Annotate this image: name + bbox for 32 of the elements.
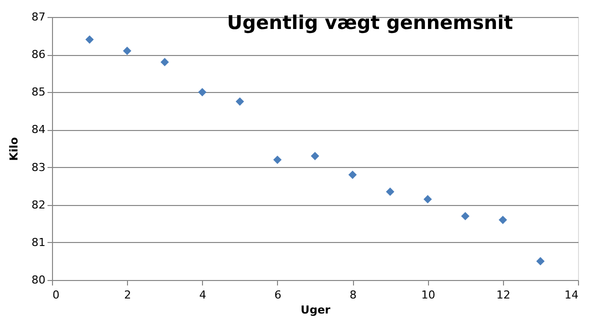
x-tick-label: 12	[496, 288, 510, 302]
x-tick-label: 10	[421, 288, 436, 302]
x-tick-label: 4	[199, 288, 206, 302]
y-tick-label: 80	[32, 274, 46, 286]
y-tick-label: 82	[32, 198, 46, 212]
point	[85, 35, 94, 44]
point	[310, 152, 320, 160]
point	[122, 46, 132, 55]
x-tick-label: 2	[124, 288, 132, 302]
y-tick-label: 84	[32, 123, 46, 136]
point	[273, 156, 282, 164]
y-tick-label: 81	[32, 236, 46, 249]
point	[424, 195, 432, 204]
x-tick-label: 14	[564, 288, 578, 302]
y-tick-label: 86	[32, 48, 46, 62]
point	[236, 97, 244, 106]
y-tick-label: 87	[32, 10, 46, 24]
y-tick-label: 85	[32, 86, 46, 99]
x-tick-label: 6	[274, 288, 282, 302]
point	[348, 170, 357, 179]
point	[160, 58, 169, 66]
point	[498, 216, 508, 224]
x-tick-label: 0	[52, 288, 60, 302]
chart-title: Ugentlig vægt gennemsnit	[226, 12, 514, 34]
point	[386, 188, 394, 196]
point	[536, 257, 545, 266]
y-tick-label: 83	[32, 160, 46, 174]
point	[198, 88, 206, 96]
x-tick-label: 8	[350, 288, 357, 302]
point	[461, 212, 470, 220]
x-axis-title: Uger	[300, 304, 331, 316]
y-axis-title: Kilo	[8, 136, 21, 161]
